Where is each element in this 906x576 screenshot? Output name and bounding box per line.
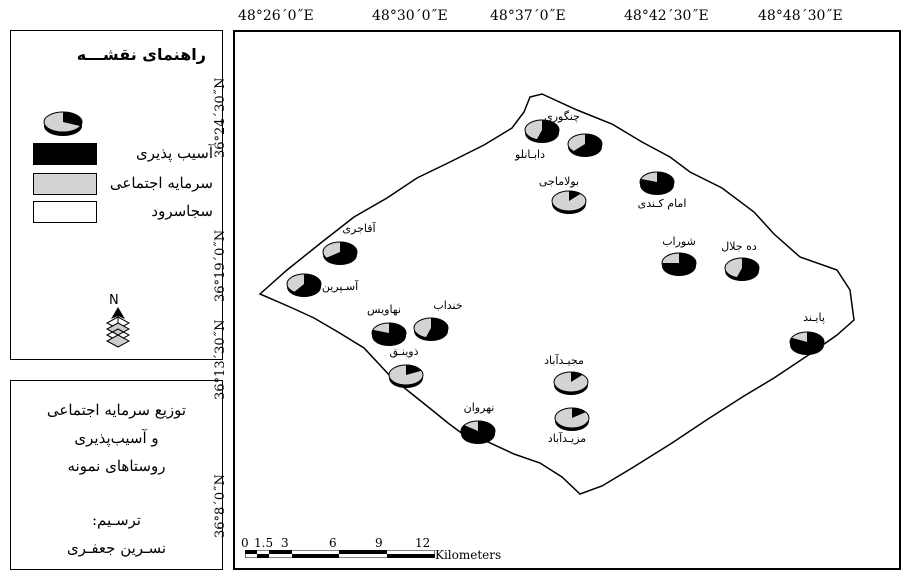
village-label: ده جلال bbox=[721, 240, 757, 253]
latitude-label: 36°13´30˝N bbox=[213, 319, 228, 400]
legend-swatch-black bbox=[33, 143, 97, 165]
village-pie-chart bbox=[372, 323, 406, 346]
legend-item-sojasrud: سجاسرود bbox=[33, 201, 213, 223]
longitude-label: 48°48´30˝E bbox=[758, 8, 843, 24]
map-info-box: توزیع سرمایه اجتماعی و آسیب‌پذیری روستاه… bbox=[10, 380, 223, 570]
north-arrow-icon bbox=[103, 307, 133, 351]
village-label: چنگوری bbox=[544, 110, 580, 123]
north-arrow: N bbox=[103, 293, 133, 353]
scale-tick-label: 3 bbox=[281, 536, 289, 550]
north-label: N bbox=[109, 293, 119, 308]
info-title-line3: روستاهای نمونه bbox=[11, 457, 222, 475]
longitude-label: 48°37´0˝E bbox=[490, 8, 566, 24]
scale-tick-label: 12 bbox=[415, 536, 430, 550]
latitude-label: 36°8´0˝N bbox=[213, 474, 228, 538]
scale-bar: 0 1.5 3 6 9 12 Kilometers bbox=[241, 536, 501, 564]
village-pie-chart bbox=[525, 120, 559, 143]
village-pie-chart bbox=[662, 253, 696, 276]
scale-tick-label: 9 bbox=[375, 536, 383, 550]
village-label: بولاماجی bbox=[539, 175, 579, 188]
scale-tick-label: 0 bbox=[241, 536, 249, 550]
village-label: آقاجری bbox=[342, 221, 376, 235]
village-label: امام کـندی bbox=[638, 197, 687, 210]
village-pie-chart bbox=[554, 372, 588, 395]
legend-title: راهنمای نقشـــه bbox=[77, 45, 206, 64]
village-pie-chart bbox=[389, 365, 423, 388]
village-label: نهاویس bbox=[367, 303, 401, 316]
legend-item-vulnerability: آسیب پذیری bbox=[33, 143, 213, 165]
village-label: خنداب bbox=[433, 299, 462, 312]
legend-swatch-gray bbox=[33, 173, 97, 195]
village-label: آسـپرین bbox=[322, 279, 359, 293]
village-pie-chart bbox=[568, 134, 602, 157]
info-author-label: ترسـیم: bbox=[11, 511, 222, 529]
map-frame: چنگوری دابـانلو بولاماجی امام کـندی آقاجری آس… bbox=[233, 30, 901, 570]
village-pie-chart bbox=[640, 172, 674, 195]
village-pie-chart bbox=[552, 191, 586, 214]
village-label: مجیـدآباد bbox=[544, 353, 584, 367]
village-pie-chart bbox=[323, 242, 357, 265]
legend-item-social-capital: سرمایه اجتماعی bbox=[33, 173, 213, 195]
info-title-line2: و آسیب‌پذیری bbox=[11, 429, 222, 447]
longitude-label: 48°42´30˝E bbox=[624, 8, 709, 24]
village-label: نهروان bbox=[464, 401, 495, 414]
village-label: مزیـدآباد bbox=[548, 431, 586, 445]
scale-bar-graphic bbox=[245, 550, 435, 558]
scale-unit-label: Kilometers bbox=[435, 548, 501, 562]
village-label: شوراب bbox=[662, 235, 696, 248]
legend-pie-symbol bbox=[39, 109, 87, 139]
longitude-label: 48°30´0˝E bbox=[372, 8, 448, 24]
village-pie-chart bbox=[414, 318, 448, 341]
village-pie-chart bbox=[555, 408, 589, 431]
latitude-label: 36°24´30˝N bbox=[213, 77, 228, 158]
village-pie-chart bbox=[461, 421, 495, 444]
village-label: دابـانلو bbox=[514, 148, 545, 161]
village-label: پایـند bbox=[803, 311, 825, 324]
village-pie-chart bbox=[287, 274, 321, 297]
scale-tick-label: 6 bbox=[329, 536, 337, 550]
info-author-name: نسـرین جعفـری bbox=[11, 539, 222, 557]
scale-tick-label: 1.5 bbox=[254, 536, 273, 550]
longitude-label: 48°26´0˝E bbox=[238, 8, 314, 24]
latitude-label: 36°19´0˝N bbox=[213, 230, 228, 302]
village-pie-chart bbox=[790, 332, 824, 355]
legend-swatch-white bbox=[33, 201, 97, 223]
map-legend: راهنمای نقشـــه آسیب پذیری سرمایه اجتماع… bbox=[10, 30, 223, 360]
village-label: ذوینـق bbox=[390, 345, 419, 359]
info-title-line1: توزیع سرمایه اجتماعی bbox=[11, 401, 222, 419]
map-canvas: چنگوری دابـانلو بولاماجی امام کـندی آقاجری آس… bbox=[235, 32, 899, 568]
village-pie-chart bbox=[725, 258, 759, 281]
